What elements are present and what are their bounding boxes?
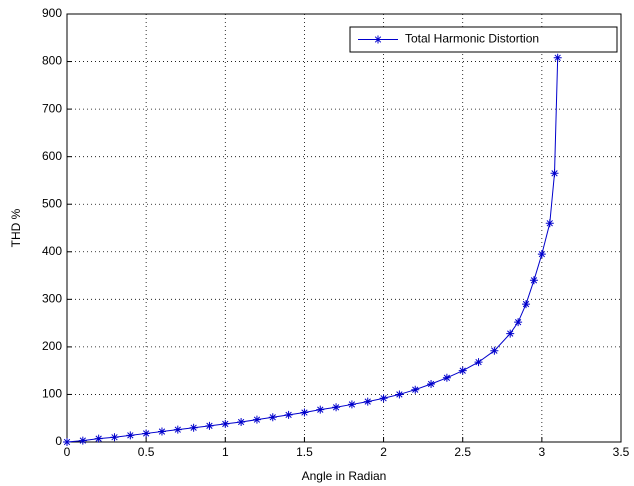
- y-tick-label: 800: [42, 54, 62, 68]
- y-tick-label: 600: [42, 149, 62, 163]
- x-tick-label: 3.5: [613, 445, 630, 459]
- x-tick-label: 1: [222, 445, 229, 459]
- legend-marker: [374, 35, 382, 44]
- marker: [316, 405, 325, 414]
- x-tick-label: 2.5: [454, 445, 471, 459]
- y-tick-label: 300: [42, 292, 62, 306]
- x-tick-label: 2: [380, 445, 387, 459]
- y-tick-label: 0: [55, 434, 62, 448]
- marker: [458, 366, 467, 375]
- marker: [474, 358, 483, 367]
- legend-label: Total Harmonic Distortion: [405, 32, 539, 46]
- marker: [537, 250, 546, 259]
- marker: [442, 373, 451, 382]
- marker: [300, 408, 309, 417]
- marker: [514, 318, 523, 327]
- marker: [221, 419, 230, 428]
- marker: [173, 425, 182, 434]
- marker: [284, 410, 293, 419]
- marker: [157, 427, 166, 436]
- y-tick-label: 400: [42, 244, 62, 258]
- marker: [347, 400, 356, 409]
- marker: [506, 329, 515, 338]
- x-tick-label: 3: [539, 445, 546, 459]
- y-axis-label: THD %: [9, 208, 23, 247]
- y-tick-label: 500: [42, 196, 62, 210]
- legend: Total Harmonic Distortion: [349, 26, 618, 53]
- marker: [237, 418, 246, 427]
- marker: [379, 394, 388, 403]
- marker: [78, 436, 87, 445]
- y-tick-label: 200: [42, 339, 62, 353]
- x-tick-label: 0: [64, 445, 71, 459]
- plot-area: [67, 14, 621, 442]
- marker: [268, 413, 277, 422]
- marker: [94, 434, 103, 443]
- x-axis-label: Angle in Radian: [302, 469, 387, 483]
- x-tick-label: 1.5: [296, 445, 313, 459]
- marker: [522, 300, 531, 309]
- marker: [63, 438, 71, 446]
- y-tick-label: 700: [42, 101, 62, 115]
- marker: [252, 415, 261, 424]
- y-tick-label: 900: [42, 6, 62, 20]
- marker: [427, 379, 436, 388]
- marker: [205, 421, 214, 430]
- marker: [126, 431, 135, 440]
- marker: [189, 423, 198, 432]
- marker: [142, 429, 151, 438]
- marker: [529, 276, 538, 285]
- marker: [545, 219, 554, 228]
- marker: [550, 169, 559, 178]
- x-tick-label: 0.5: [138, 445, 155, 459]
- y-tick-label: 100: [42, 387, 62, 401]
- marker: [110, 433, 119, 442]
- marker: [411, 385, 420, 394]
- marker: [332, 403, 341, 412]
- marker: [363, 397, 372, 406]
- axes-box: [66, 13, 622, 443]
- marker: [553, 53, 562, 62]
- marker: [490, 346, 499, 355]
- marker: [395, 390, 404, 399]
